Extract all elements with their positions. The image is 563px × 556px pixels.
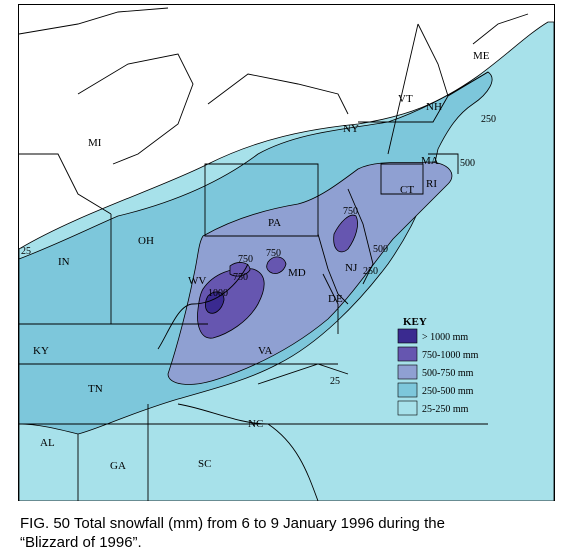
state-label-ri: RI [426, 178, 437, 190]
contour-label-750-pa: 750 [343, 206, 358, 217]
state-label-md: MD [288, 267, 306, 279]
key-swatch [397, 400, 418, 416]
key-item: 750-1000 mm [397, 346, 479, 362]
contour-label-25-west: 25 [21, 246, 31, 257]
key-swatch [397, 346, 418, 362]
state-label-pa: PA [268, 217, 281, 229]
figure-caption: FIG. 50 Total snowfall (mm) from 6 to 9 … [20, 514, 555, 552]
key-swatch [397, 364, 418, 380]
key-label: 250-500 mm [422, 386, 474, 397]
key-label: 750-1000 mm [422, 350, 479, 361]
contour-label-1000: 1000 [208, 288, 228, 299]
contour-label-250-coast: 250 [363, 266, 378, 277]
state-label-nh: NH [426, 101, 442, 113]
key-title: KEY [403, 316, 427, 328]
key-item: 250-500 mm [397, 382, 474, 398]
band-500-750 [167, 161, 453, 385]
state-label-wv: WV [188, 275, 206, 287]
key-swatch [397, 382, 418, 398]
state-label-al: AL [40, 437, 55, 449]
snowfall-map: MI NY VT NH ME MA CT RI PA OH IN WV MD N… [18, 4, 555, 501]
state-label-va: VA [258, 345, 273, 357]
state-label-ky: KY [33, 345, 49, 357]
band-750-1000-wv [229, 262, 251, 277]
caption-line-2: “Blizzard of 1996”. [20, 534, 142, 551]
state-label-me: ME [473, 50, 490, 62]
key-label: 500-750 mm [422, 368, 474, 379]
map-canvas: MI NY VT NH ME MA CT RI PA OH IN WV MD N… [18, 4, 555, 501]
key-label: > 1000 mm [422, 332, 468, 343]
contour-label-750-b: 750 [266, 248, 281, 259]
key-swatch [397, 328, 418, 344]
state-label-oh: OH [138, 235, 154, 247]
band-750-1000-md [266, 256, 287, 274]
contour-label-750-a: 750 [238, 254, 253, 265]
state-labels: MI NY VT NH ME MA CT RI PA OH IN WV MD N… [33, 50, 490, 472]
state-label-sc: SC [198, 458, 211, 470]
contour-label-750-c: 750 [233, 272, 248, 283]
state-label-vt: VT [398, 93, 413, 105]
band-750-1000-pa [333, 214, 358, 253]
contour-label-25-south: 25 [330, 376, 340, 387]
contour-label-250-ne: 250 [481, 114, 496, 125]
state-boundaries [18, 7, 529, 501]
contour-label-500-coast: 500 [373, 244, 388, 255]
band-gt-1000 [204, 291, 225, 314]
key-item: 25-250 mm [397, 400, 469, 416]
state-label-tn: TN [88, 383, 103, 395]
state-label-nc: NC [248, 418, 263, 430]
state-label-ma: MA [421, 155, 439, 167]
state-label-ny: NY [343, 123, 359, 135]
state-label-ct: CT [400, 184, 414, 196]
state-label-de: DE [328, 293, 343, 305]
caption-line-1: FIG. 50 Total snowfall (mm) from 6 to 9 … [20, 515, 445, 532]
map-key: KEY > 1000 mm 750-1000 mm 500-750 mm 250… [397, 316, 479, 416]
key-item: > 1000 mm [397, 328, 468, 344]
key-item: 500-750 mm [397, 364, 474, 380]
contour-label-500-ne: 500 [460, 158, 475, 169]
state-label-nj: NJ [345, 262, 358, 274]
key-label: 25-250 mm [422, 404, 469, 415]
contour-labels: 25 250 500 750 750 750 750 1000 500 250 … [21, 114, 496, 387]
state-label-mi: MI [88, 137, 102, 149]
state-label-in: IN [58, 256, 70, 268]
state-label-ga: GA [110, 460, 126, 472]
